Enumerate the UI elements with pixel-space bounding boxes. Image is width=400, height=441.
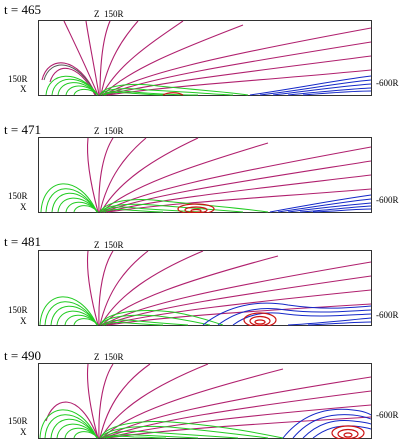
field-line-plot <box>38 20 372 96</box>
right-scale-label: -600R <box>376 410 399 420</box>
time-label: t = 465 <box>4 2 41 17</box>
z-axis-label: Z 150R <box>94 9 124 19</box>
panel-1: t = 465 Z 150R 150R X -600R <box>0 0 400 110</box>
x-scale-label: 150R <box>8 74 28 84</box>
z-axis-label: Z 150R <box>94 126 124 136</box>
time-label: t = 481 <box>4 234 41 249</box>
panel-2: t = 471 Z 150R 150R X -600R <box>0 112 400 222</box>
panel-4: t = 490 Z 150R 150R X -600R <box>0 338 400 441</box>
x-axis-label: X <box>20 202 27 212</box>
right-scale-label: -600R <box>376 310 399 320</box>
right-scale-label: -600R <box>376 195 399 205</box>
x-scale-label: 150R <box>8 416 28 426</box>
field-line-plot <box>38 250 372 326</box>
time-label: t = 490 <box>4 348 41 363</box>
z-axis-label: Z 150R <box>94 240 124 250</box>
time-label: t = 471 <box>4 122 41 137</box>
right-scale-label: -600R <box>376 78 399 88</box>
field-line-plot <box>38 137 372 213</box>
x-scale-label: 150R <box>8 305 28 315</box>
panel-3: t = 481 Z 150R 150R X -600R <box>0 226 400 336</box>
x-axis-label: X <box>20 316 27 326</box>
field-line-plot <box>38 363 372 439</box>
x-axis-label: X <box>20 84 27 94</box>
z-axis-label: Z 150R <box>94 352 124 362</box>
x-scale-label: 150R <box>8 191 28 201</box>
x-axis-label: X <box>20 427 27 437</box>
